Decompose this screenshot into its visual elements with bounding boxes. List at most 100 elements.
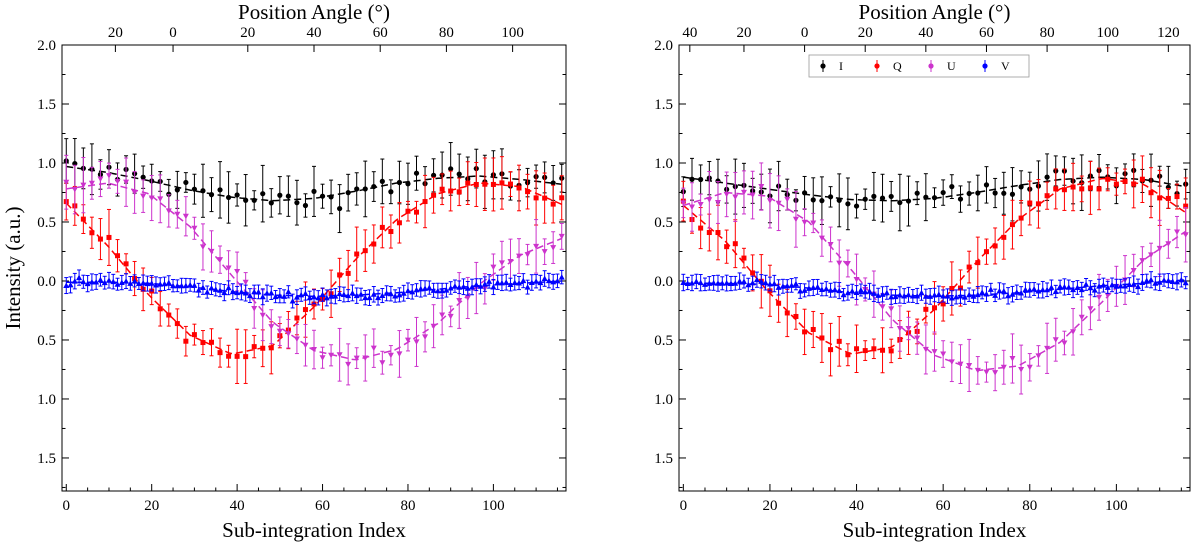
data-point-I <box>243 197 249 203</box>
data-point-V <box>909 292 916 299</box>
data-point-V <box>443 287 450 293</box>
data-point-V <box>992 292 999 298</box>
data-point-V <box>217 287 224 293</box>
data-point-U <box>533 243 540 250</box>
data-point-V <box>862 288 869 295</box>
data-point-V <box>1000 287 1007 294</box>
data-point-V <box>1156 279 1163 285</box>
data-point-I <box>1044 174 1050 180</box>
data-point-I <box>1001 190 1007 196</box>
data-point-I <box>396 179 403 186</box>
x-tick-label: 80 <box>1022 498 1037 514</box>
data-point-V <box>537 279 544 286</box>
data-point-V <box>1039 286 1046 293</box>
data-point-V <box>357 291 364 297</box>
data-point-U <box>966 362 973 369</box>
data-point-U <box>1035 353 1042 359</box>
data-point-V <box>1009 291 1016 297</box>
data-point-V <box>818 286 825 293</box>
data-point-Q <box>200 340 206 346</box>
data-point-U <box>447 313 454 320</box>
data-point-Q <box>251 344 257 350</box>
data-point-V <box>396 291 403 298</box>
data-point-V <box>957 293 964 299</box>
data-point-Q <box>871 346 877 352</box>
data-point-V <box>1031 286 1038 292</box>
data-point-U <box>507 259 514 265</box>
data-point-Q <box>932 305 937 311</box>
x-tick-label: 20 <box>762 498 777 514</box>
data-point-I <box>191 186 198 192</box>
data-point-V <box>225 284 232 291</box>
data-point-V <box>157 281 164 287</box>
data-point-Q <box>750 270 756 276</box>
data-point-U <box>714 200 721 206</box>
data-point-Q <box>499 180 505 186</box>
data-point-U <box>131 189 138 196</box>
data-point-V <box>439 287 446 294</box>
data-point-I <box>140 174 146 180</box>
x-tick-label: 0 <box>63 498 71 514</box>
data-point-Q <box>1157 195 1163 201</box>
data-point-V <box>135 280 142 286</box>
data-point-U <box>1078 314 1085 321</box>
data-point-V <box>204 289 211 295</box>
data-point-I <box>183 179 189 186</box>
data-point-U <box>1070 329 1077 335</box>
x-tick-label: 20 <box>144 498 159 514</box>
data-point-U <box>1052 337 1059 343</box>
data-point-V <box>404 287 411 294</box>
data-point-V <box>375 294 382 301</box>
data-point-U <box>319 355 326 361</box>
data-point-V <box>1122 282 1129 289</box>
top-tick-label: 0 <box>801 25 809 41</box>
data-point-U <box>276 328 283 335</box>
data-point-V <box>857 286 864 293</box>
data-point-U <box>688 204 695 210</box>
data-point-V <box>727 280 734 287</box>
data-point-U <box>1018 367 1025 373</box>
data-point-V <box>849 288 856 294</box>
data-point-U <box>810 220 817 226</box>
y-tick-label: 2.0 <box>37 38 56 54</box>
data-point-Q <box>302 307 308 313</box>
data-point-U <box>370 345 377 352</box>
data-point-V <box>1083 281 1090 287</box>
data-point-Q <box>542 195 548 201</box>
data-point-V <box>1013 289 1020 295</box>
data-point-V <box>268 289 275 296</box>
data-point-V <box>353 292 360 299</box>
data-point-V <box>105 277 112 283</box>
data-point-V <box>987 286 994 292</box>
data-point-V <box>76 274 83 281</box>
data-point-V <box>67 281 74 288</box>
data-point-V <box>701 281 708 287</box>
data-point-V <box>507 281 514 288</box>
data-point-V <box>545 277 552 284</box>
data-point-V <box>264 290 271 296</box>
data-point-Q <box>97 236 103 242</box>
series-I <box>63 138 565 234</box>
data-point-Q <box>975 260 981 266</box>
legend-marker <box>928 63 934 69</box>
data-point-V <box>810 284 817 291</box>
data-point-I <box>845 201 851 207</box>
data-point-Q <box>226 353 232 359</box>
data-point-Q <box>836 338 842 344</box>
data-point-Q <box>396 220 402 226</box>
data-point-V <box>413 286 420 293</box>
data-point-V <box>285 288 292 295</box>
x-tick-label: 100 <box>482 498 505 514</box>
data-point-V <box>940 292 947 299</box>
data-point-Q <box>268 345 274 351</box>
data-point-Q <box>940 301 946 307</box>
data-point-Q <box>793 313 799 319</box>
data-point-I <box>405 181 411 187</box>
data-point-V <box>710 279 717 286</box>
data-point-V <box>349 289 356 296</box>
data-point-V <box>174 282 181 289</box>
data-point-V <box>1070 286 1077 293</box>
data-point-U <box>208 248 215 255</box>
data-point-V <box>714 280 721 286</box>
